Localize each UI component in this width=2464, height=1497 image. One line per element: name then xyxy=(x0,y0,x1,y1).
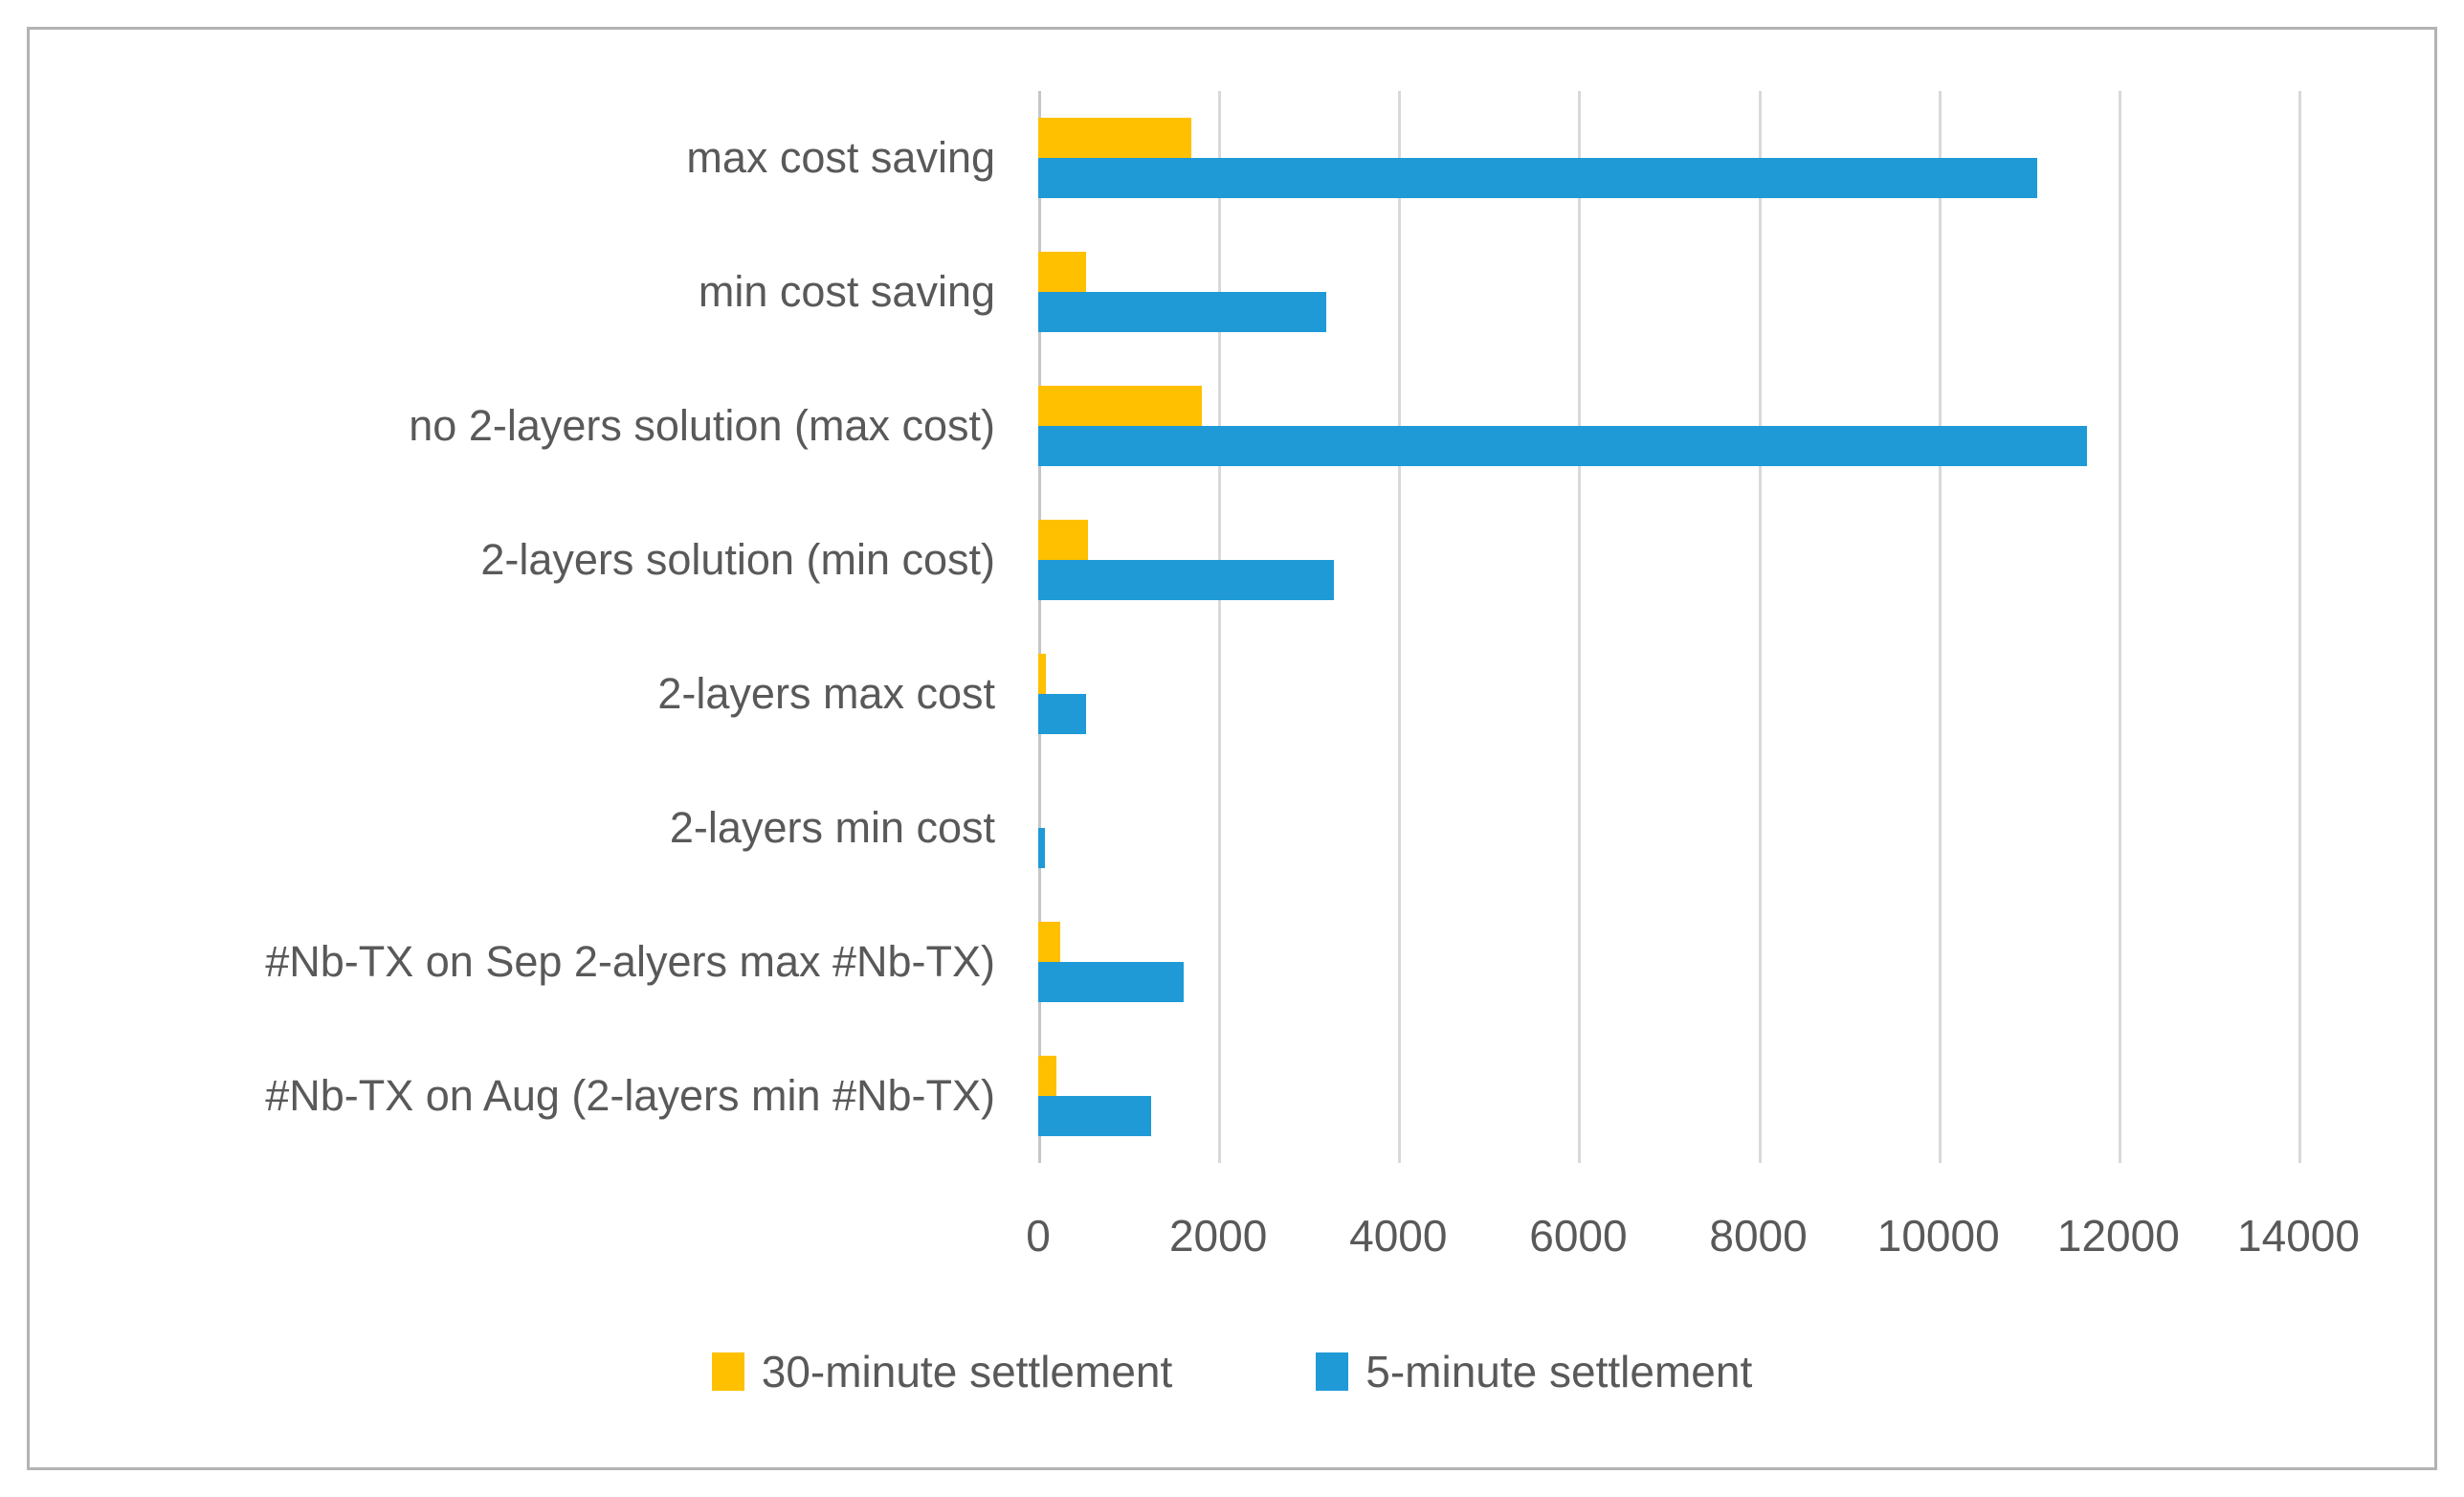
bar-series1-cat6 xyxy=(1038,962,1185,1002)
legend-swatch-icon xyxy=(711,1352,744,1391)
bar-series1-cat3 xyxy=(1038,560,1334,600)
category-axis-labels: max cost saving min cost saving no 2-layer… xyxy=(30,91,995,1163)
bar-series0-cat4 xyxy=(1038,654,1046,694)
category-label: min cost saving xyxy=(698,267,995,316)
value-axis-line xyxy=(1038,91,1041,1163)
gridline-10000 xyxy=(1938,91,1942,1163)
category-label: #Nb-TX on Aug (2-layers min #Nb-TX) xyxy=(265,1071,995,1120)
legend-item: 5-minute settlement xyxy=(1316,1346,1752,1397)
chart-frame: max cost saving min cost saving no 2-layer… xyxy=(27,27,2437,1470)
gridline-6000 xyxy=(1578,91,1582,1163)
bar-series1-cat0 xyxy=(1038,158,2038,198)
gridline-8000 xyxy=(1758,91,1762,1163)
legend-item: 30-minute settlement xyxy=(711,1346,1173,1397)
category-label: #Nb-TX on Sep 2-alyers max #Nb-TX) xyxy=(265,937,995,986)
x-tick-label: 4000 xyxy=(1349,1211,1448,1261)
gridline-12000 xyxy=(2118,91,2121,1163)
x-tick-label: 10000 xyxy=(1876,1211,2000,1261)
category-label: 2-layers min cost xyxy=(669,803,995,852)
bar-series1-cat2 xyxy=(1038,426,2087,466)
category-label: max cost saving xyxy=(686,133,995,182)
bar-series0-cat1 xyxy=(1038,252,1086,292)
gridline-14000 xyxy=(2298,91,2301,1163)
bar-series1-cat4 xyxy=(1038,694,1086,734)
x-tick-label: 14000 xyxy=(2237,1211,2360,1261)
x-tick-label: 8000 xyxy=(1709,1211,1808,1261)
legend-label: 5-minute settlement xyxy=(1365,1347,1753,1396)
bar-series0-cat2 xyxy=(1038,386,1203,426)
category-label: 2-layers max cost xyxy=(657,669,995,718)
legend-swatch-icon xyxy=(1316,1352,1349,1391)
legend: 30-minute settlement 5-minute settlement xyxy=(30,1346,2434,1397)
category-label: 2-layers solution (min cost) xyxy=(480,535,995,584)
bar-series0-cat3 xyxy=(1038,520,1088,560)
legend-label: 30-minute settlement xyxy=(761,1347,1173,1396)
bar-series1-cat7 xyxy=(1038,1096,1151,1136)
bar-series0-cat7 xyxy=(1038,1056,1056,1096)
x-tick-label: 2000 xyxy=(1168,1211,1268,1261)
x-tick-label: 12000 xyxy=(2056,1211,2180,1261)
bar-series1-cat5 xyxy=(1038,828,1045,868)
gridline-4000 xyxy=(1398,91,1402,1163)
bar-series0-cat6 xyxy=(1038,922,1060,962)
value-axis-tick-labels: 0 2000 4000 6000 8000 10000 12000 14000 xyxy=(1026,1209,2360,1266)
bar-series0-cat0 xyxy=(1038,118,1191,158)
gridline-2000 xyxy=(1218,91,1222,1163)
plot-area xyxy=(1038,91,2301,1163)
x-tick-label: 0 xyxy=(1026,1211,1051,1261)
category-label: no 2-layers solution (max cost) xyxy=(409,401,995,450)
bar-series1-cat1 xyxy=(1038,292,1327,332)
x-tick-label: 6000 xyxy=(1529,1211,1628,1261)
